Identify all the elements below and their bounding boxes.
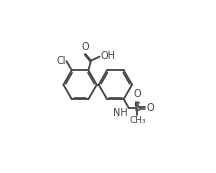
Text: O: O bbox=[82, 42, 89, 52]
Text: O: O bbox=[133, 89, 141, 99]
Text: S: S bbox=[134, 101, 141, 114]
Text: NH: NH bbox=[113, 108, 128, 119]
Text: O: O bbox=[147, 103, 154, 113]
Text: OH: OH bbox=[100, 51, 115, 61]
Text: Cl: Cl bbox=[56, 56, 66, 66]
Text: CH₃: CH₃ bbox=[129, 116, 146, 125]
